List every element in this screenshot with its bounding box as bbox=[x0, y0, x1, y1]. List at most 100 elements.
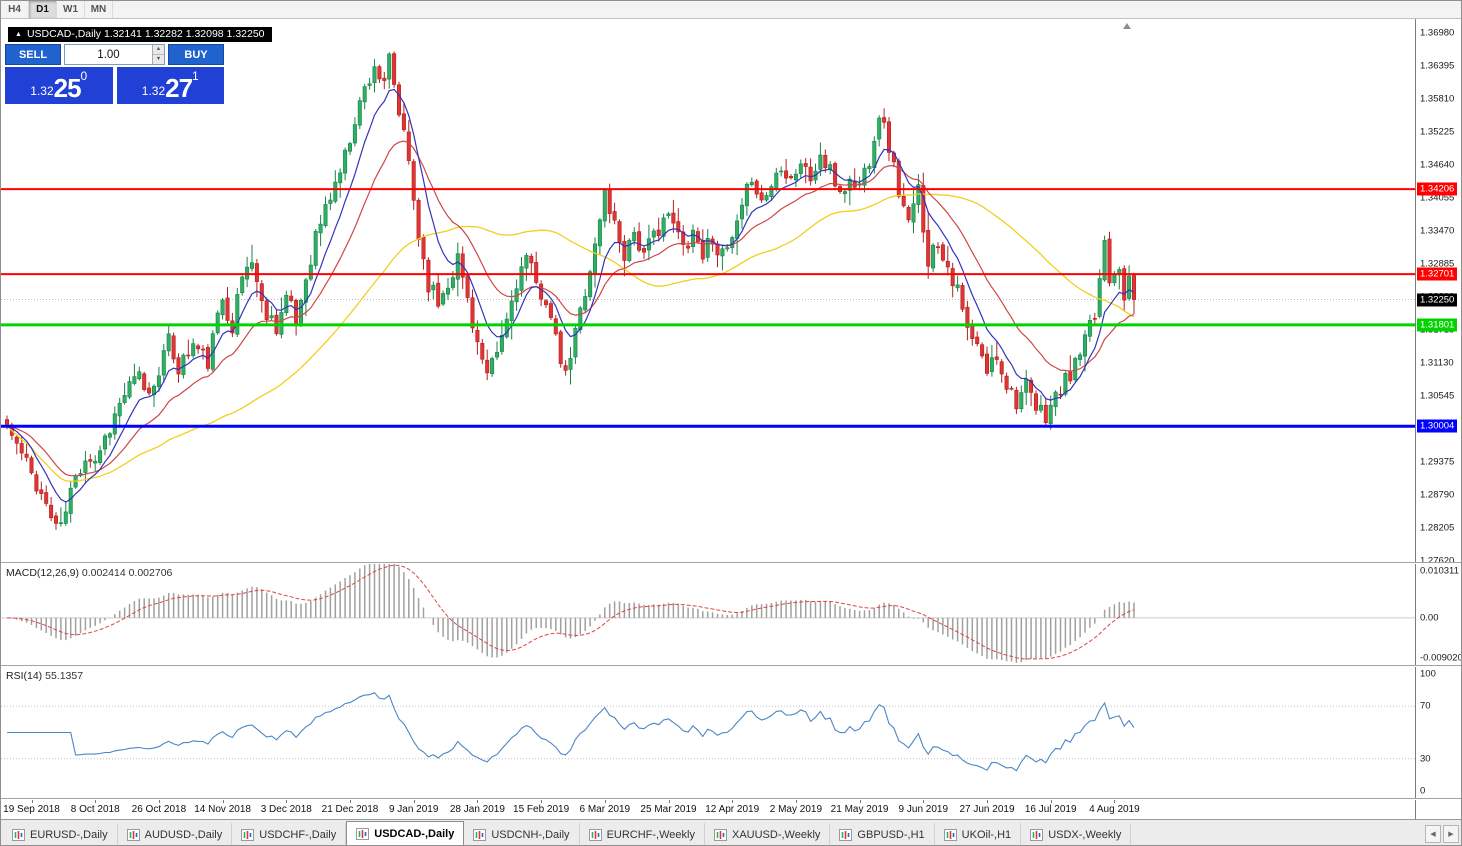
date-axis-label: 15 Feb 2019 bbox=[513, 804, 570, 815]
tab-xauusd-weekly[interactable]: XAUUSD-,Weekly bbox=[705, 823, 831, 845]
date-axis-label: 9 Jun 2019 bbox=[898, 804, 949, 815]
panel-separator[interactable] bbox=[1, 798, 1461, 800]
price-axis[interactable]: 1.36980 1.36395 1.35810 1.35225 1.34640 1.340… bbox=[1415, 19, 1461, 566]
level-price-tag[interactable]: 1.31801 bbox=[1417, 318, 1458, 332]
chart-icon bbox=[943, 829, 957, 841]
chart-icon bbox=[473, 829, 487, 841]
price-axis-label: 1.35225 bbox=[1420, 126, 1455, 138]
price-axis-label: 1.29375 bbox=[1420, 456, 1455, 468]
rsi-axis-label: 70 bbox=[1420, 700, 1431, 712]
tab-usdcad-daily[interactable]: USDCAD-,Daily bbox=[346, 821, 465, 845]
sell-price-prefix: 1.32 bbox=[30, 84, 54, 98]
tab-audusd-daily[interactable]: AUDUSD-,Daily bbox=[118, 823, 233, 845]
date-axis-label: 12 Apr 2019 bbox=[705, 804, 760, 815]
panel-separator[interactable] bbox=[1, 562, 1461, 564]
chart-ohlc-info: ▲ USDCAD-,Daily 1.32141 1.32282 1.32098 … bbox=[8, 27, 272, 42]
chart-tabs: EURUSD-,Daily AUDUSD-,Daily USDCHF-,Daily U… bbox=[1, 820, 1132, 845]
timeframe-button-w1[interactable]: W1 bbox=[57, 1, 85, 18]
level-price-tag[interactable]: 1.32701 bbox=[1417, 267, 1458, 281]
macd-indicator-name: MACD(12,26,9) bbox=[6, 567, 79, 579]
rsi-axis-label: 30 bbox=[1420, 753, 1431, 765]
sell-price-pip: 0 bbox=[80, 69, 88, 83]
timeframe-button-h4[interactable]: H4 bbox=[1, 1, 29, 18]
price-axis-label: 1.36980 bbox=[1420, 27, 1455, 39]
price-axis-label: 1.30545 bbox=[1420, 390, 1455, 402]
tab-usdchf-daily[interactable]: USDCHF-,Daily bbox=[232, 823, 347, 845]
volume-spin-buttons: ▲ ▼ bbox=[152, 45, 164, 64]
price-axis-label: 1.36395 bbox=[1420, 60, 1455, 72]
level-price-tag[interactable]: 1.30004 bbox=[1417, 419, 1458, 433]
tab-label: USDCAD-,Daily bbox=[374, 828, 455, 840]
tab-usdcnh-daily[interactable]: USDCNH-,Daily bbox=[464, 823, 580, 845]
price-axis-label: 1.32885 bbox=[1420, 258, 1455, 270]
sell-button[interactable]: SELL bbox=[5, 44, 61, 65]
panel-separator[interactable] bbox=[1, 665, 1461, 667]
macd-panel[interactable]: MACD(12,26,9) 0.002414 0.002706 bbox=[1, 564, 1415, 665]
macd-indicator-values: 0.002414 0.002706 bbox=[81, 567, 173, 579]
date-tick bbox=[859, 800, 861, 803]
rsi-indicator-name: RSI(14) bbox=[6, 670, 43, 682]
date-tick bbox=[222, 800, 224, 803]
date-axis-label: 16 Jul 2019 bbox=[1024, 804, 1077, 815]
chart-icon bbox=[713, 829, 727, 841]
date-axis-label: 8 Oct 2018 bbox=[70, 804, 120, 815]
price-axis-label: 1.33470 bbox=[1420, 225, 1455, 237]
date-tick bbox=[31, 800, 33, 803]
collapse-triangle-icon[interactable]: ▲ bbox=[15, 31, 22, 38]
tab-eurusd-daily[interactable]: EURUSD-,Daily bbox=[3, 823, 118, 845]
tabs-scroll-left-button[interactable]: ◀ bbox=[1425, 825, 1441, 843]
date-axis-label: 2 May 2019 bbox=[769, 804, 823, 815]
main-chart-panel[interactable]: ▲ USDCAD-,Daily 1.32141 1.32282 1.32098 … bbox=[1, 19, 1415, 562]
macd-axis[interactable]: 0.010311 0.00 -0.0090203 bbox=[1415, 564, 1461, 665]
date-axis-label: 27 Jun 2019 bbox=[959, 804, 1015, 815]
volume-down-icon[interactable]: ▼ bbox=[153, 55, 164, 64]
macd-axis-label: 0.00 bbox=[1420, 612, 1439, 624]
chart-icon bbox=[1030, 829, 1044, 841]
price-axis-label: 1.35810 bbox=[1420, 93, 1455, 105]
trade-controls-row: SELL 1.00 ▲ ▼ BUY bbox=[5, 44, 224, 65]
date-axis[interactable]: 19 Sep 2018 8 Oct 2018 26 Oct 2018 14 Nov 2… bbox=[1, 800, 1415, 819]
tab-usdx-weekly[interactable]: USDX-,Weekly bbox=[1021, 823, 1132, 845]
date-axis-label: 21 Dec 2018 bbox=[321, 804, 379, 815]
volume-up-icon[interactable]: ▲ bbox=[153, 45, 164, 55]
rsi-axis[interactable]: 100 70 30 0 bbox=[1415, 667, 1461, 798]
date-tick bbox=[732, 800, 734, 803]
timeframe-toolbar: H4 D1 W1 MN bbox=[1, 1, 1461, 19]
date-axis-label: 25 Mar 2019 bbox=[640, 804, 697, 815]
current-price-tag[interactable]: 1.32250 bbox=[1417, 293, 1458, 307]
candlestick-chart[interactable] bbox=[1, 19, 1415, 562]
tab-gbpusd-h1[interactable]: GBPUSD-,H1 bbox=[830, 823, 935, 845]
chart-icon bbox=[356, 828, 370, 840]
date-tick bbox=[350, 800, 351, 803]
date-axis-label: 28 Jan 2019 bbox=[449, 804, 505, 815]
volume-value[interactable]: 1.00 bbox=[97, 48, 120, 61]
sell-price-box[interactable]: 1.32 25 0 bbox=[5, 67, 113, 104]
tab-label: USDCNH-,Daily bbox=[491, 829, 570, 841]
tab-label: GBPUSD-,H1 bbox=[857, 829, 925, 841]
timeframe-button-d1[interactable]: D1 bbox=[29, 1, 57, 18]
level-price-tag[interactable]: 1.34206 bbox=[1417, 182, 1458, 196]
chart-icon bbox=[12, 829, 25, 841]
date-tick bbox=[795, 800, 797, 803]
timeframe-button-mn[interactable]: MN bbox=[85, 1, 113, 18]
buy-button[interactable]: BUY bbox=[168, 44, 224, 65]
date-axis-label: 21 May 2019 bbox=[830, 804, 889, 815]
buy-price-box[interactable]: 1.32 27 1 bbox=[116, 67, 224, 104]
date-tick bbox=[286, 800, 288, 803]
tab-ukoil-h1[interactable]: UKOil-,H1 bbox=[935, 823, 1022, 845]
chart-icon bbox=[588, 829, 602, 841]
tab-eurchf-weekly[interactable]: EURCHF-,Weekly bbox=[580, 823, 705, 845]
rsi-panel[interactable]: RSI(14) 55.1357 bbox=[1, 667, 1415, 798]
date-tick bbox=[95, 800, 97, 803]
chart-icon bbox=[241, 829, 255, 841]
volume-spinner[interactable]: 1.00 ▲ ▼ bbox=[64, 44, 165, 65]
rsi-chart[interactable] bbox=[1, 667, 1415, 798]
date-tick bbox=[477, 800, 479, 803]
price-axis-label: 1.34640 bbox=[1420, 159, 1455, 171]
macd-chart[interactable] bbox=[1, 564, 1415, 665]
tabs-scroll-right-button[interactable]: ▶ bbox=[1443, 825, 1459, 843]
tab-label: EURUSD-,Daily bbox=[30, 829, 108, 841]
date-axis-label: 9 Jan 2019 bbox=[388, 804, 439, 815]
rsi-axis-label: 0 bbox=[1420, 785, 1426, 797]
